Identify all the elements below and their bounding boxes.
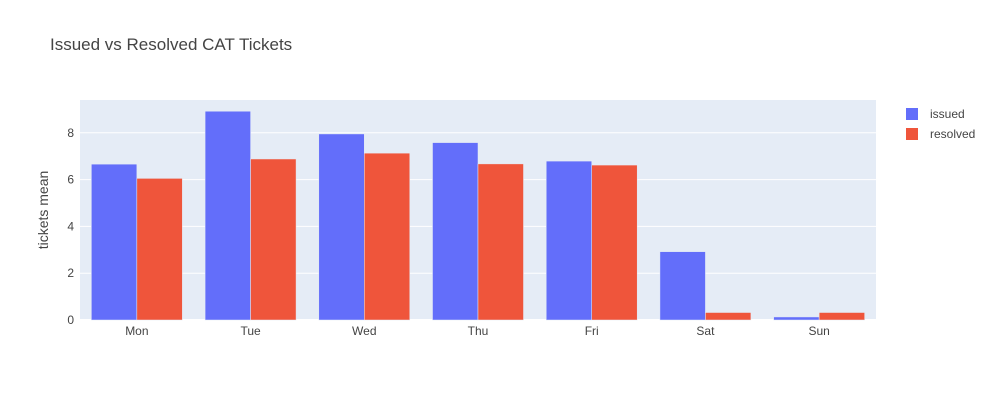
legend-swatch — [906, 108, 918, 120]
bar-resolved-mon[interactable] — [136, 178, 183, 321]
bar-issued-wed[interactable] — [318, 133, 365, 321]
x-tick-label: Tue — [240, 324, 261, 338]
bar-issued-sat[interactable] — [659, 251, 706, 321]
bar-issued-tue[interactable] — [204, 110, 251, 321]
x-tick-label: Sun — [808, 324, 829, 338]
bar-issued-mon[interactable] — [91, 163, 138, 321]
y-tick-label: 6 — [67, 173, 74, 187]
legend-swatch — [906, 128, 918, 140]
x-tick-label: Mon — [125, 324, 148, 338]
bar-resolved-tue[interactable] — [250, 158, 297, 321]
bars — [91, 110, 865, 321]
x-tick-label: Thu — [468, 324, 489, 338]
legend-item-issued[interactable]: issued — [906, 107, 965, 121]
y-tick-label: 4 — [67, 219, 74, 233]
x-tick-label: Fri — [585, 324, 599, 338]
legend-label: resolved — [930, 127, 975, 141]
bar-resolved-sun[interactable] — [818, 312, 865, 321]
legend-item-resolved[interactable]: resolved — [906, 127, 975, 141]
bar-resolved-fri[interactable] — [591, 164, 638, 321]
bar-issued-sun[interactable] — [773, 316, 820, 321]
bar-issued-fri[interactable] — [545, 160, 592, 321]
bar-resolved-wed[interactable] — [364, 152, 411, 321]
y-tick-label: 2 — [67, 266, 74, 280]
x-tick-label: Sat — [696, 324, 715, 338]
y-axis-title: tickets mean — [35, 171, 51, 250]
x-axis-ticks: Mon Tue Wed Thu Fri Sat Sun — [125, 324, 830, 338]
y-tick-label: 8 — [67, 126, 74, 140]
bar-resolved-thu[interactable] — [477, 163, 524, 321]
legend[interactable]: issued resolved — [906, 107, 975, 141]
bar-resolved-sat[interactable] — [705, 312, 752, 321]
x-tick-label: Wed — [352, 324, 376, 338]
legend-label: issued — [930, 107, 965, 121]
bar-issued-thu[interactable] — [432, 142, 479, 321]
chart-title: Issued vs Resolved CAT Tickets — [50, 35, 292, 54]
y-axis-ticks: 0 2 4 6 8 — [67, 126, 74, 327]
y-tick-label: 0 — [67, 313, 74, 327]
